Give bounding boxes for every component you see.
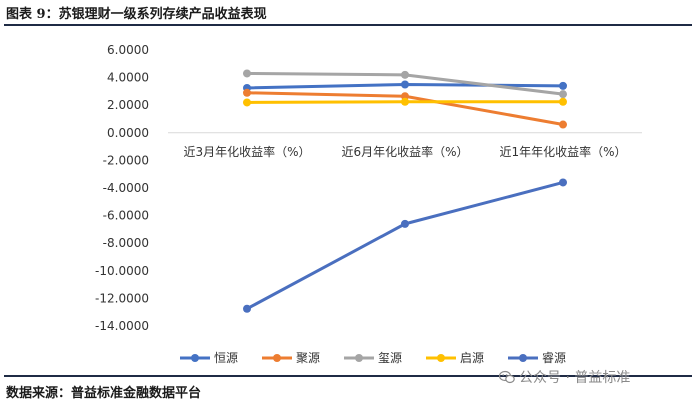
y-tick-label: -14.0000 [95,319,149,333]
y-axis-ticks: 6.0000 4.0000 2.0000 0.0000 -2.0000 -4.0000 -6… [95,43,149,333]
data-point [401,219,409,228]
data-point [401,97,409,106]
data-point [243,304,251,313]
x-category-label: 近1年年化收益率（%） [499,144,626,159]
y-tick-label: 4.0000 [107,71,149,85]
data-point [559,90,567,99]
legend-marker [355,354,363,362]
data-source: 数据来源：普益标准金融数据平台 [6,386,202,401]
legend-label: 玺源 [378,351,402,365]
data-point [243,98,251,107]
top-rule [4,24,692,26]
legend-label: 启源 [460,351,484,365]
bottom-rule [4,375,692,377]
figure-title: 图表 9：苏银理财一级系列存续产品收益表现 [6,7,267,22]
y-tick-label: -10.0000 [95,264,149,278]
x-axis-categories: 近3月年化收益率（%） 近6月年化收益率（%） 近1年年化收益率（%） [183,144,626,159]
legend-label: 睿源 [542,350,566,365]
legend-marker [437,354,445,362]
data-point [243,69,251,78]
series-line [246,181,564,311]
y-tick-label: -8.0000 [103,236,149,250]
data-point [559,81,567,90]
data-point [401,70,409,79]
data-point [559,120,567,129]
data-point [559,97,567,106]
watermark-text: 公众号 · 普益标准 [519,370,631,386]
data-point [243,88,251,97]
data-point [401,80,409,89]
watermark: 公众号 · 普益标准 [499,367,630,387]
chart-legend: 恒源 聚源 玺源 启源 睿源 [180,350,566,365]
data-point [401,92,409,101]
y-tick-label: -4.0000 [103,181,149,195]
x-category-label: 近6月年化收益率（%） [341,144,468,159]
legend-marker [191,354,199,362]
y-tick-label: -2.0000 [103,153,149,167]
x-category-label: 近3月年化收益率（%） [183,144,310,159]
y-tick-label: 0.0000 [107,126,149,140]
series-lines [243,69,567,313]
data-point [559,178,567,187]
legend-label: 恒源 [214,351,238,365]
wechat-icon [499,370,515,384]
legend-label: 聚源 [296,351,320,365]
legend-marker [273,354,281,362]
legend-marker [519,354,527,362]
y-tick-label: -12.0000 [95,291,149,305]
y-tick-label: -6.0000 [103,209,149,223]
y-tick-label: 6.0000 [107,43,149,57]
y-tick-label: 2.0000 [107,98,149,112]
